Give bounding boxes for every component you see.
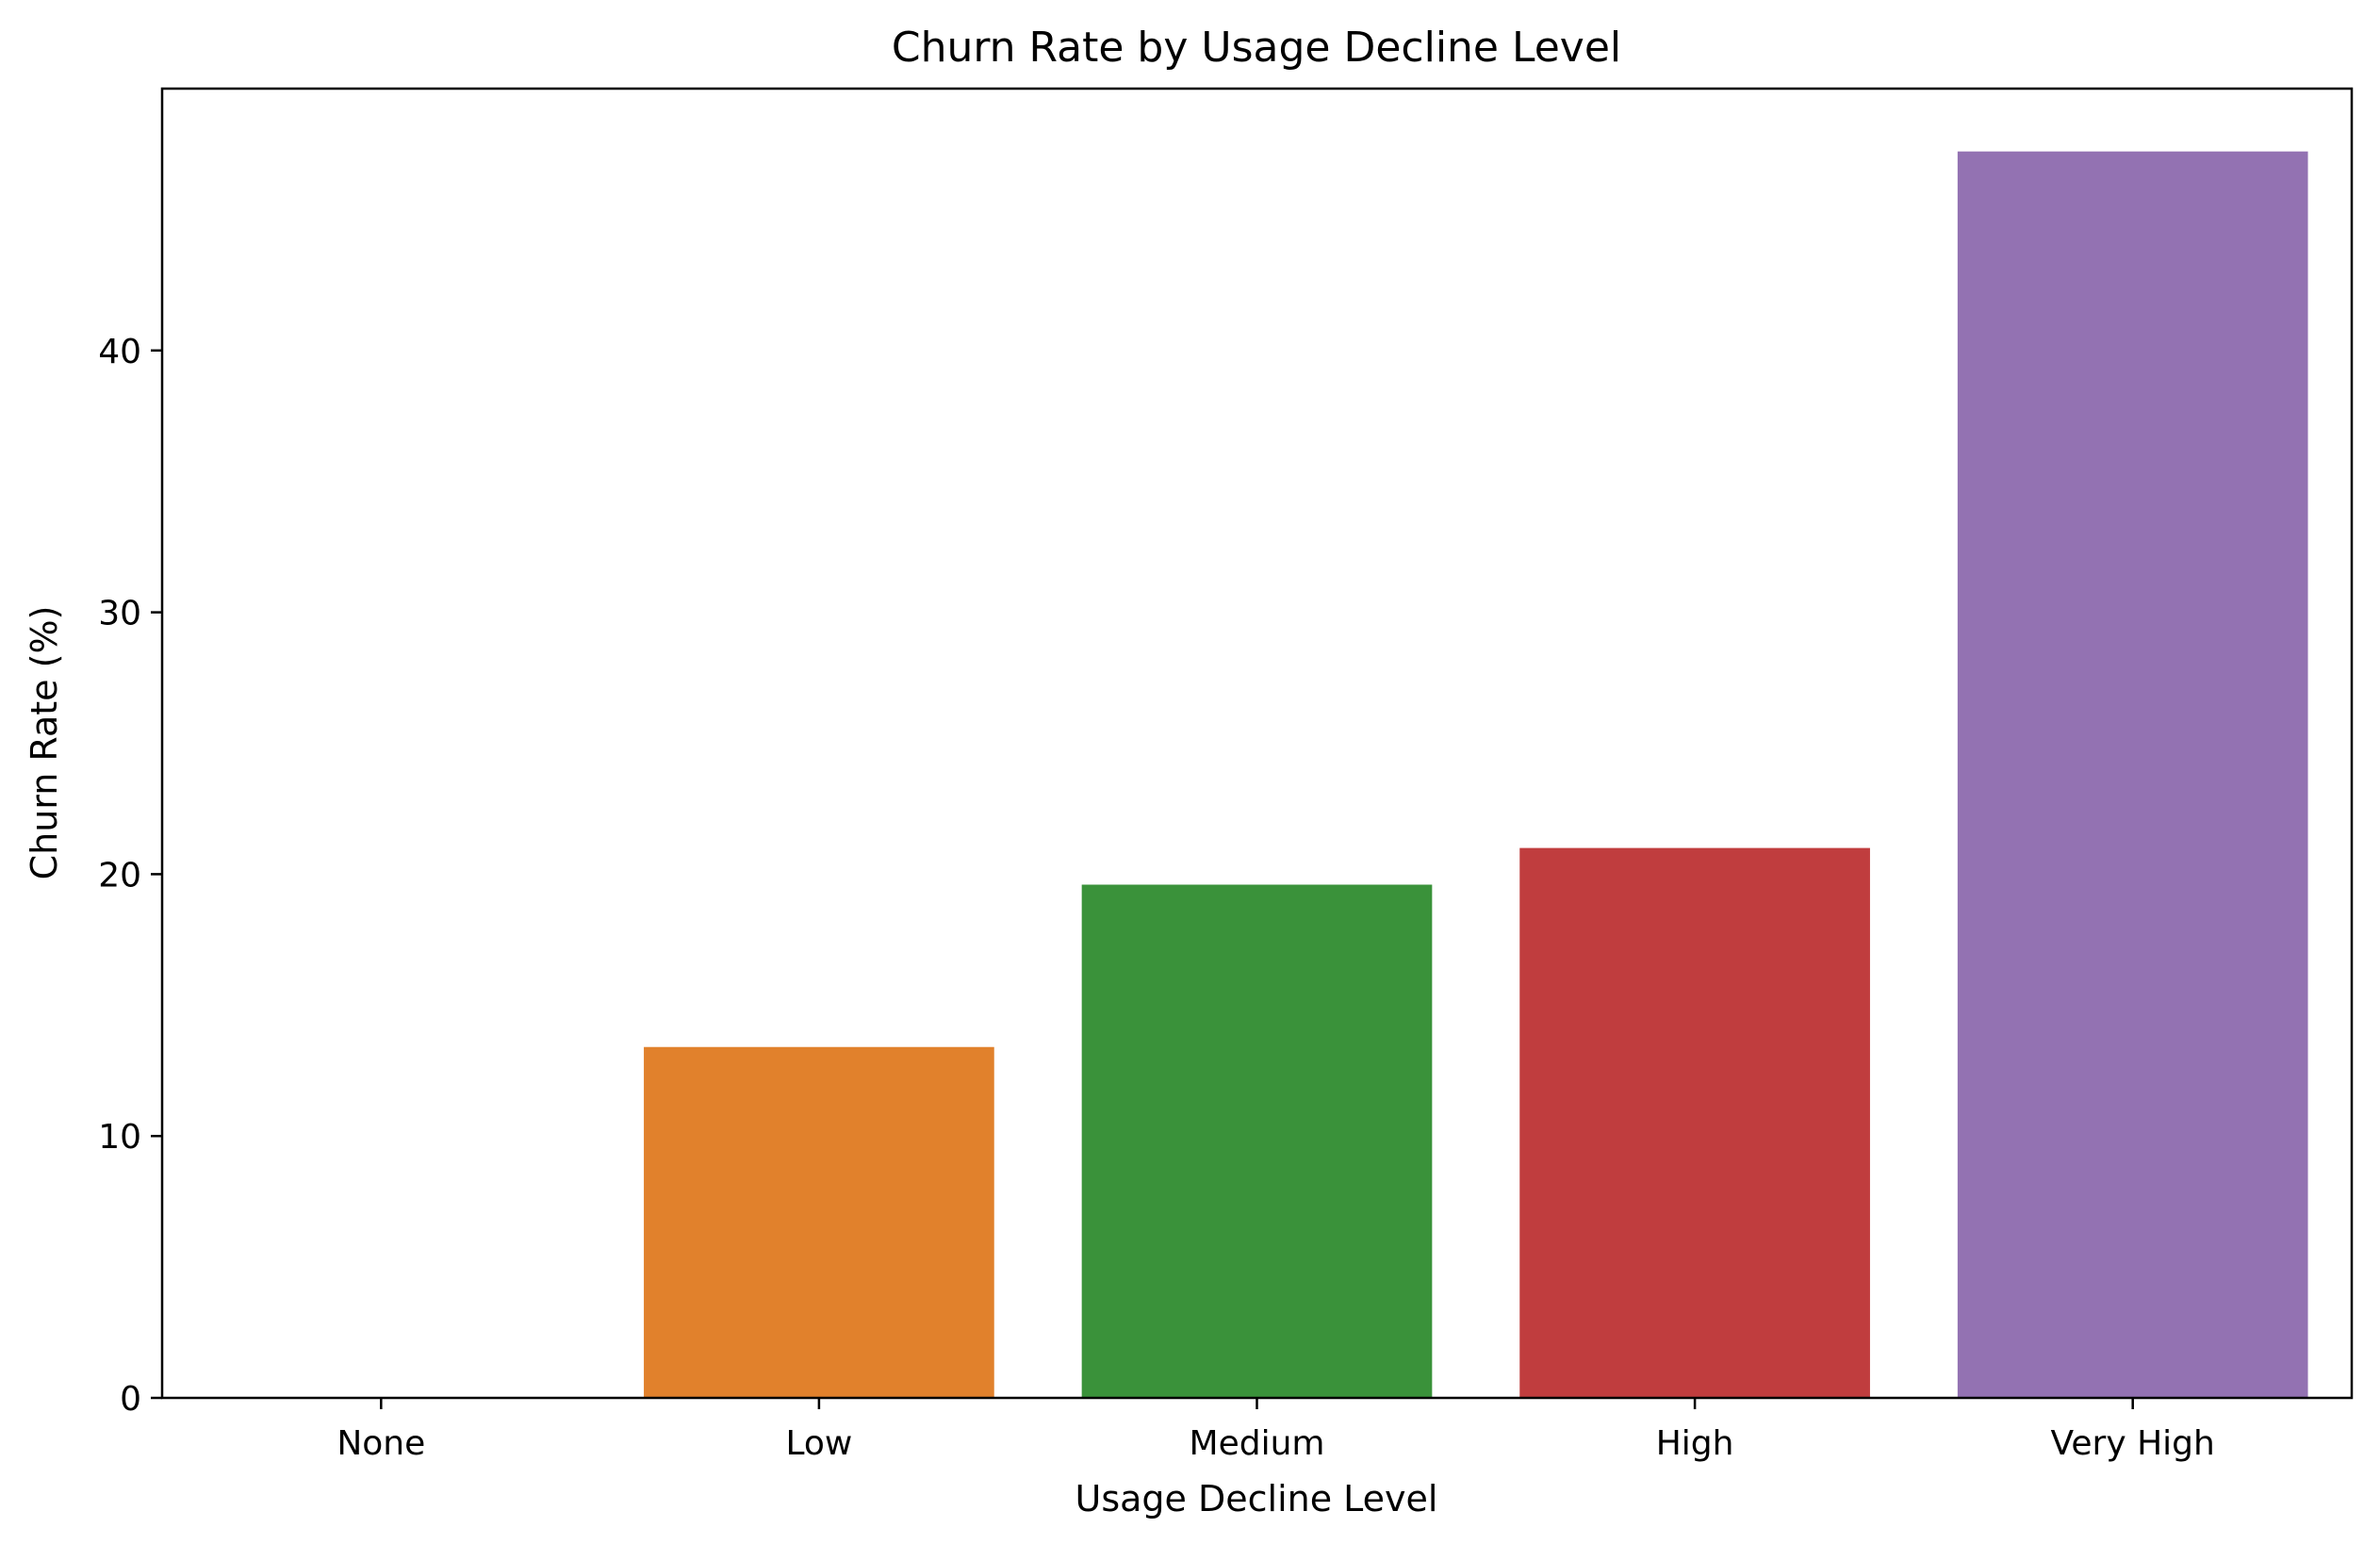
plot-area: 0 10 20 30 40 None Low Medium High Very High	[98, 87, 2354, 1463]
y-tick-label: 20	[98, 856, 141, 895]
y-tick-label: 0	[120, 1380, 141, 1419]
y-tick-label: 10	[98, 1118, 141, 1157]
x-tick-label: Low	[785, 1424, 852, 1463]
x-axis-ticks: None Low Medium High Very High	[336, 1398, 2215, 1463]
chart-title: Churn Rate by Usage Decline Level	[892, 24, 1621, 72]
x-tick-label: None	[336, 1424, 425, 1463]
y-axis-ticks: 0 10 20 30 40	[98, 333, 162, 1419]
x-tick-label: Medium	[1190, 1424, 1325, 1463]
x-tick-label: Very High	[2051, 1424, 2215, 1463]
axes-frame	[160, 87, 2354, 1400]
bar-low	[644, 1046, 994, 1398]
y-tick-label: 40	[98, 333, 141, 371]
y-axis-label: Churn Rate (%)	[24, 606, 65, 880]
x-tick-label: High	[1656, 1424, 1734, 1463]
bar-high	[1519, 847, 1870, 1398]
bar-medium	[1081, 884, 1433, 1398]
bars-group	[644, 151, 2308, 1398]
bar-very-high	[1957, 151, 2308, 1398]
y-tick-label: 30	[98, 595, 141, 633]
x-axis-label: Usage Decline Level	[1075, 1478, 1438, 1519]
